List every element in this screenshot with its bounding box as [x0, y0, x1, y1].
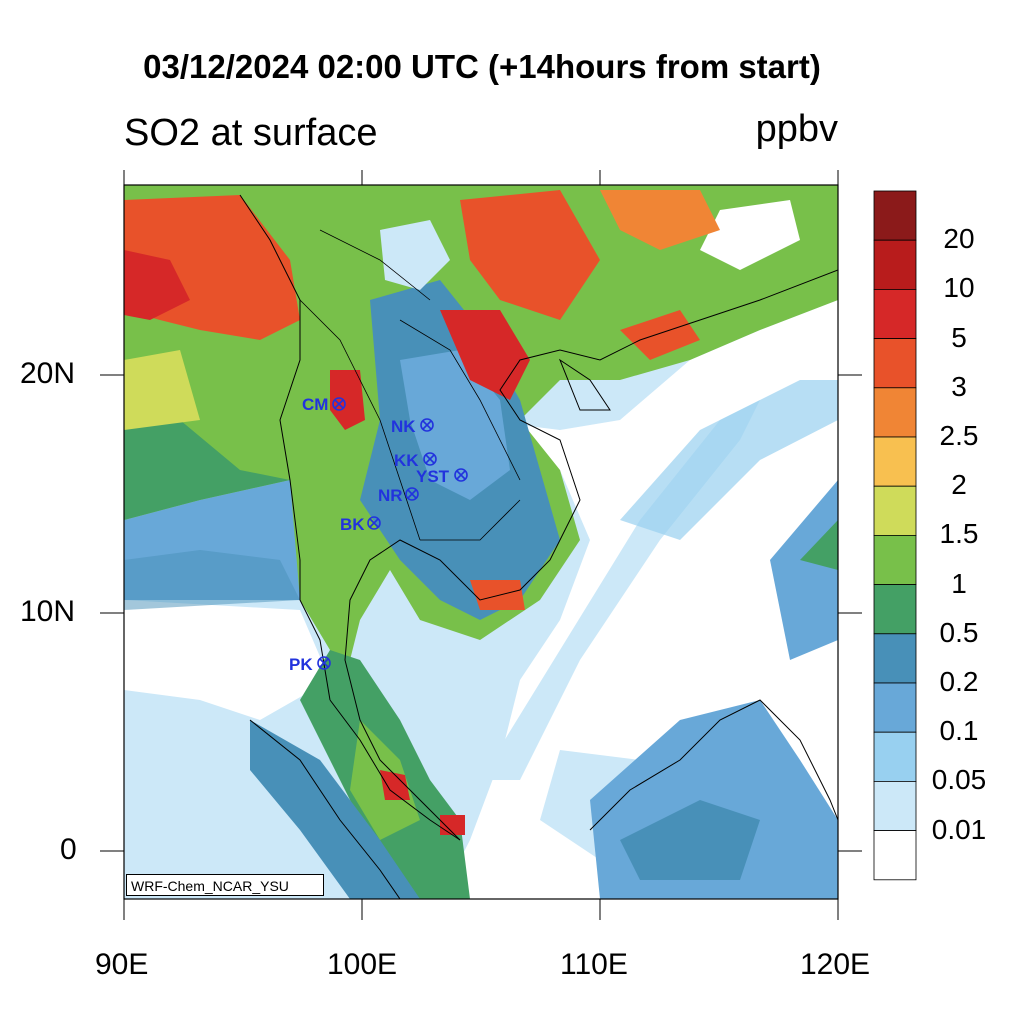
station-marker-kk — [423, 452, 437, 466]
colorbar-level-label: 3 — [951, 370, 967, 402]
station-label-pk: PK — [289, 655, 313, 674]
station-labels: CM NK KK YST NR BK PK — [289, 395, 450, 674]
colorbar-swatch — [873, 830, 917, 881]
station-label-bk: BK — [340, 515, 365, 534]
colorbar-level-label: 1 — [951, 567, 967, 599]
country-borders — [299, 229, 521, 541]
colorbar-level-label: 0.5 — [939, 616, 979, 648]
map-title: 03/12/2024 02:00 UTC (+14hours from star… — [143, 48, 821, 85]
x-tick-label-100e: 100E — [327, 948, 398, 981]
colorbar-swatch — [873, 584, 917, 635]
colorbar-swatch — [873, 288, 917, 339]
colorbar-swatch — [873, 633, 917, 684]
model-credit: WRF-Chem_NCAR_YSU — [126, 874, 324, 896]
y-tick-label-10n: 10N — [20, 595, 76, 628]
station-marker-cm — [332, 397, 346, 411]
station-marker-yst — [454, 468, 468, 482]
colorbar-swatch — [873, 781, 917, 832]
station-marker-nk — [420, 418, 434, 432]
x-tick-label-120e: 120E — [800, 948, 871, 981]
station-label-yst: YST — [416, 467, 450, 486]
y-tick-label-0: 0 — [60, 833, 77, 866]
colorbar — [873, 190, 917, 881]
colorbar-swatch — [873, 387, 917, 438]
y-tick-label-20n: 20N — [20, 357, 76, 390]
colorbar-swatch — [873, 535, 917, 586]
colorbar-swatch — [873, 485, 917, 536]
variable-label: SO2 at surface — [124, 112, 378, 154]
colorbar-level-label: 2.5 — [939, 420, 979, 451]
so2-field — [124, 185, 838, 899]
station-label-cm: CM — [302, 395, 328, 414]
plot-frame — [123, 184, 839, 900]
colorbar-level-label: 0.2 — [939, 666, 979, 697]
colorbar-level-label: 20 — [943, 223, 975, 255]
x-tick-label-90e: 90E — [95, 948, 149, 981]
colorbar-swatch — [873, 436, 917, 487]
station-label-nk: NK — [391, 417, 416, 436]
colorbar-level-label: 5 — [951, 321, 967, 353]
station-label-nr: NR — [378, 486, 403, 505]
units-label: ppbv — [755, 108, 838, 150]
station-label-kk: KK — [394, 451, 419, 470]
colorbar-level-label: 10 — [943, 272, 975, 304]
station-marker-pk — [317, 656, 331, 670]
colorbar-level-label: 0.05 — [931, 764, 987, 796]
colorbar-swatch — [873, 338, 917, 389]
axis-ticks — [100, 170, 862, 920]
station-marker-nr — [405, 487, 419, 501]
colorbar-level-label: 2 — [951, 469, 967, 501]
station-markers — [317, 397, 468, 670]
station-marker-bk — [367, 516, 381, 530]
coastlines — [239, 194, 838, 899]
colorbar-level-label: 1.5 — [939, 518, 979, 550]
colorbar-level-label: 0.1 — [939, 715, 979, 747]
colorbar-swatch — [873, 731, 917, 782]
x-tick-label-110e: 110E — [560, 948, 628, 981]
colorbar-level-label: 0.01 — [931, 813, 987, 845]
colorbar-swatch — [873, 239, 917, 290]
colorbar-swatch — [873, 682, 917, 733]
colorbar-swatch — [873, 190, 917, 241]
